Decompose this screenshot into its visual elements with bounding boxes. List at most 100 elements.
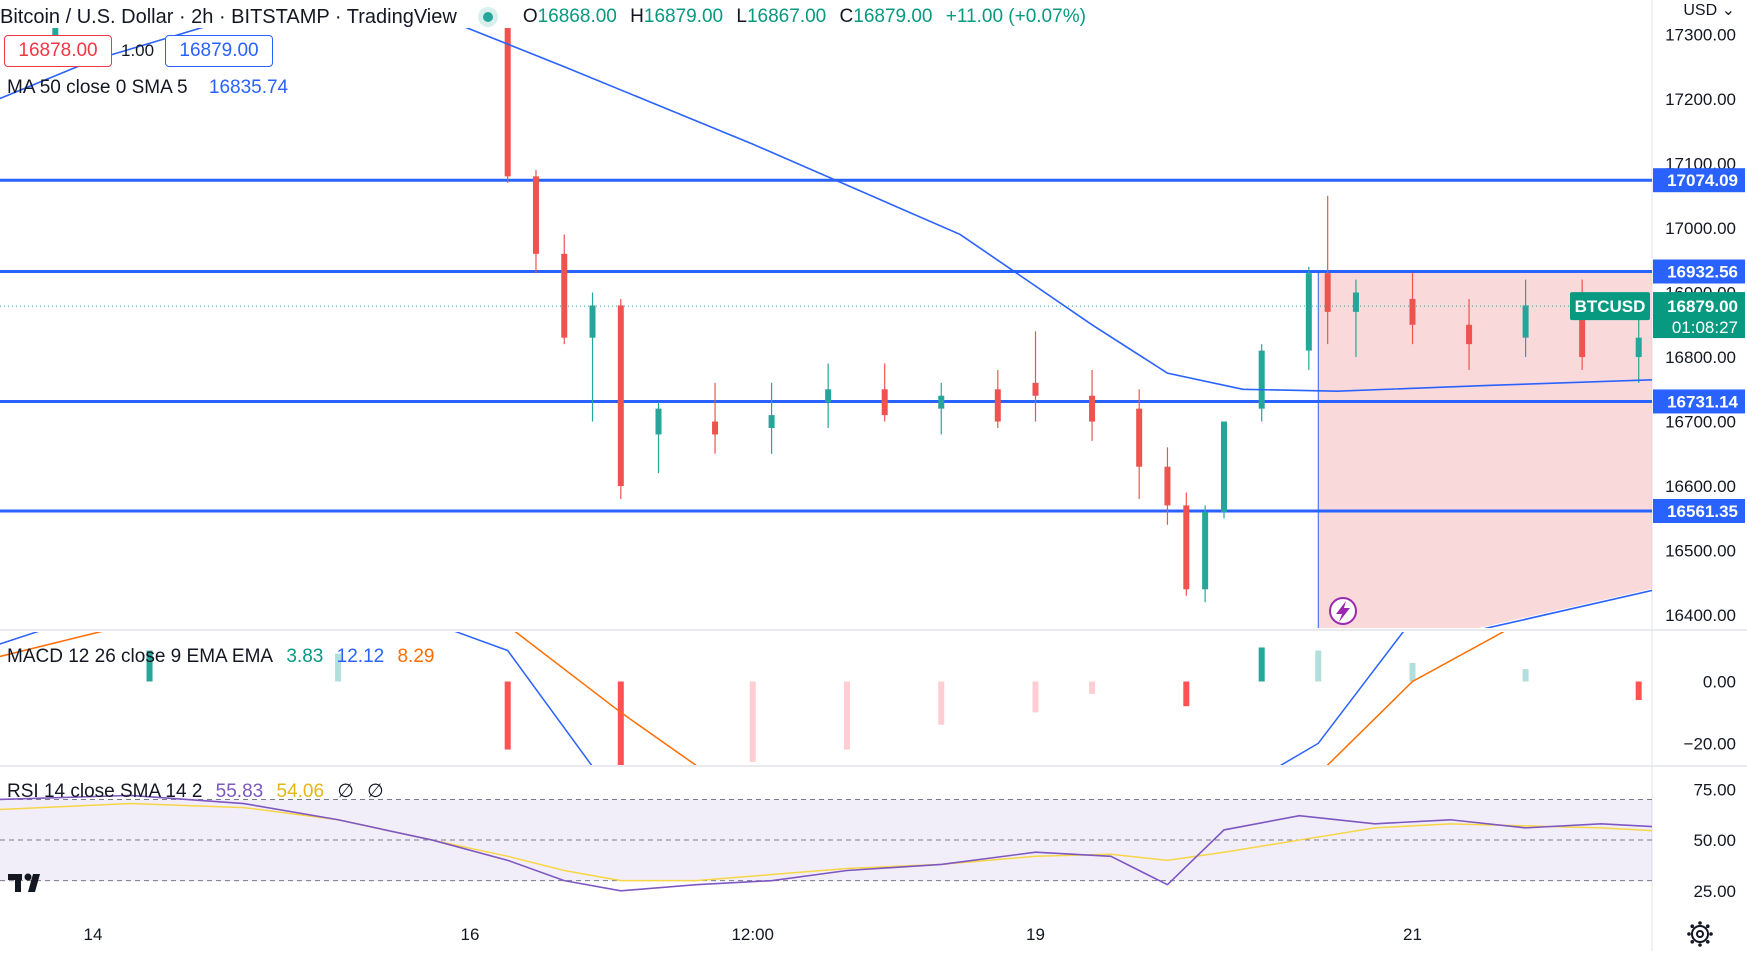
candle-body xyxy=(825,389,832,403)
candle xyxy=(1522,279,1529,358)
macd-legend[interactable]: MACD 12 26 close 9 EMA EMA 3.83 12.12 8.… xyxy=(7,646,442,668)
close-key: C xyxy=(839,6,854,27)
candle-body xyxy=(1466,324,1473,345)
market-status-icon xyxy=(482,12,493,22)
candle-body xyxy=(589,305,596,338)
macd-legend-macd: 12.12 xyxy=(336,646,385,667)
chart-header: Bitcoin / U.S. Dollar · 2h · BITSTAMP · … xyxy=(0,2,1086,32)
macd-histogram-bar xyxy=(1258,647,1265,682)
symbol-tag-bg xyxy=(1570,292,1650,321)
rsi-legend[interactable]: RSI 14 close SMA 14 2 55.83 54.06 ∅ ∅ xyxy=(7,780,392,803)
rsi-legend-value: 55.83 xyxy=(215,781,264,802)
macd-legend-label: MACD 12 26 close 9 EMA EMA xyxy=(7,646,274,667)
candle-body xyxy=(712,421,719,435)
low-value: 16867.00 xyxy=(746,6,827,27)
rsi-pane xyxy=(0,794,1652,892)
candle xyxy=(1089,369,1096,441)
gear-tooth xyxy=(1687,932,1691,936)
macd-histogram-bar xyxy=(335,653,342,682)
candle xyxy=(532,169,539,274)
gear-tooth xyxy=(1690,924,1695,929)
currency-selector[interactable]: USD ⌄ xyxy=(1683,0,1735,20)
macd-histogram-bar xyxy=(1409,662,1416,682)
price-tick-label: 17000.00 xyxy=(1665,219,1736,238)
level-price-tag: 16932.56 xyxy=(1653,259,1745,284)
macd-legend-hist: 3.83 xyxy=(286,646,324,667)
ma-line xyxy=(0,28,1652,393)
candle-body xyxy=(1032,382,1039,396)
candle-body xyxy=(1305,273,1312,351)
candle xyxy=(712,382,719,454)
candle xyxy=(825,363,832,428)
price-change: +11.00 (+0.07%) xyxy=(945,6,1086,27)
candle xyxy=(994,369,1001,428)
level-tag-bg xyxy=(1653,389,1745,414)
level-tag-bg xyxy=(1653,499,1745,523)
candle-body xyxy=(617,305,624,487)
macd-tick-label: 0.00 xyxy=(1703,672,1736,691)
price-tick-label: 16800.00 xyxy=(1665,348,1736,367)
spread-value: 1.00 xyxy=(121,41,155,60)
level-price-tag: 17074.09 xyxy=(1653,168,1745,193)
macd-histogram-bar xyxy=(617,681,624,765)
candle xyxy=(504,28,511,183)
ma-legend-value: 16835.74 xyxy=(208,77,289,98)
candle-body xyxy=(1164,466,1171,506)
buy-button[interactable]: 16879.00 xyxy=(165,35,273,67)
macd-histogram-bar xyxy=(938,681,945,725)
tradingview-logo-icon[interactable] xyxy=(6,868,54,896)
price-tick-label: 16400.00 xyxy=(1665,606,1736,625)
time-tick-label: 14 xyxy=(84,925,103,944)
lightning-alert-icon[interactable] xyxy=(1329,597,1357,625)
currency-label: USD xyxy=(1683,2,1718,19)
candle-body xyxy=(1136,408,1143,467)
ma-legend[interactable]: MA 50 close 0 SMA 5 16835.74 xyxy=(7,77,296,99)
level-tag-label: 17074.09 xyxy=(1667,171,1738,190)
candle-body xyxy=(1202,511,1209,590)
sell-button[interactable]: 16878.00 xyxy=(4,35,112,67)
macd-histogram-bar xyxy=(1183,681,1190,707)
candle xyxy=(1202,505,1209,603)
candle xyxy=(655,402,662,474)
last-price-value: 16879.00 xyxy=(1667,297,1738,316)
time-tick-label: 16 xyxy=(461,925,480,944)
rsi-band-fill xyxy=(0,799,1652,881)
candle-body xyxy=(504,28,511,177)
candle-body xyxy=(1409,298,1416,325)
ma-legend-label: MA 50 close 0 SMA 5 xyxy=(7,77,188,98)
candle-body xyxy=(938,395,945,409)
gear-tooth xyxy=(1705,939,1710,944)
price-tick-label: 17300.00 xyxy=(1665,25,1736,44)
candle-body xyxy=(1089,395,1096,422)
macd-signal-line xyxy=(0,632,1505,765)
high-key: H xyxy=(630,6,644,27)
time-tick-label: 19 xyxy=(1026,925,1045,944)
candle xyxy=(1258,344,1265,422)
macd-histogram-bar xyxy=(146,650,153,682)
candle-body xyxy=(1635,337,1642,358)
rsi-tick-label: 50.00 xyxy=(1693,831,1736,850)
candle xyxy=(561,234,568,345)
gear-tooth xyxy=(1698,943,1702,947)
candle xyxy=(1409,273,1416,345)
candle xyxy=(1635,318,1642,383)
rsi-tick-label: 25.00 xyxy=(1693,882,1736,901)
symbol-tag-label: BTCUSD xyxy=(1575,297,1646,316)
candle-body xyxy=(768,415,775,428)
level-price-tag: 16731.14 xyxy=(1653,389,1745,414)
settings-gear-icon[interactable] xyxy=(1687,921,1713,947)
open-key: O xyxy=(522,6,538,27)
candle xyxy=(1324,195,1331,345)
rsi-legend-label: RSI 14 close SMA 14 2 xyxy=(7,781,203,802)
candle xyxy=(1032,331,1039,422)
candle-body xyxy=(1324,273,1331,312)
macd-histogram-bar xyxy=(1089,681,1096,694)
high-value: 16879.00 xyxy=(643,6,724,27)
level-tag-bg xyxy=(1653,259,1745,284)
rsi-legend-sma: 54.06 xyxy=(276,781,325,802)
candle xyxy=(938,382,945,435)
chart-title[interactable]: Bitcoin / U.S. Dollar · 2h · BITSTAMP · … xyxy=(0,5,457,28)
last-price-tag: 16879.00 01:08:27 xyxy=(1653,292,1745,339)
